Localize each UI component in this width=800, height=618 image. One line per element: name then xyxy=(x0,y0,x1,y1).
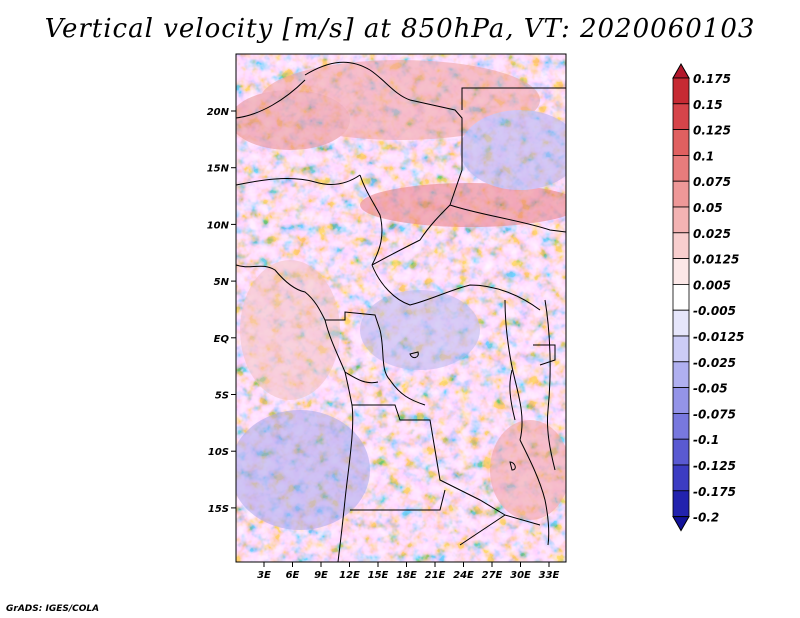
colorbar-swatch xyxy=(672,232,690,260)
colorbar-swatch xyxy=(672,129,690,156)
map-frame xyxy=(235,53,567,563)
lon-label: 33E xyxy=(539,570,560,581)
lon-label: 24E xyxy=(453,570,474,581)
colorbar-label: 0.005 xyxy=(693,278,731,292)
colorbar-swatch xyxy=(672,206,690,234)
colorbar-swatch xyxy=(672,464,690,492)
colorbar-label: -0.1 xyxy=(693,433,719,447)
lon-label: 21E xyxy=(425,570,446,581)
colorbar-label: 0.125 xyxy=(693,124,731,138)
colorbar-label: -0.005 xyxy=(693,304,736,318)
colorbar-swatch xyxy=(672,180,690,208)
colorbar-label: 0.025 xyxy=(693,227,731,241)
plot-title: Vertical velocity [m/s] at 850hPa, VT: 2… xyxy=(44,14,756,44)
lat-label: EQ xyxy=(214,334,230,345)
lon-label: 18E xyxy=(396,570,417,581)
colorbar-label: -0.125 xyxy=(693,459,736,473)
lon-label: 9E xyxy=(314,570,328,581)
lat-label: 20N xyxy=(207,107,230,118)
colorbar-label: 0.1 xyxy=(693,149,714,163)
colorbar-swatch xyxy=(672,154,690,182)
colorbar-swatch xyxy=(672,335,690,363)
colorbar-swatch xyxy=(672,258,690,285)
colorbar-top-arrow xyxy=(672,62,690,79)
lat-label: 10S xyxy=(208,447,229,458)
colorbar-label: -0.0125 xyxy=(693,330,744,344)
grads-credit: GrADS: IGES/COLA xyxy=(6,604,100,614)
colorbar-label: 0.15 xyxy=(693,98,723,112)
lat-label: 5N xyxy=(214,277,230,288)
lon-label: 27E xyxy=(482,570,503,581)
colorbar-swatch xyxy=(672,283,690,311)
longitude-axis: 3E 6E 9E 12E 15E 18E 21E 24E 27E 30E 33E xyxy=(257,562,560,581)
colorbar-swatch xyxy=(672,77,690,105)
colorbar-label: -0.025 xyxy=(693,356,736,370)
lat-label: 15S xyxy=(208,504,229,515)
colorbar-label: -0.075 xyxy=(693,407,736,421)
lat-label: 15N xyxy=(207,164,230,175)
lon-label: 12E xyxy=(339,570,360,581)
colorbar-swatch xyxy=(672,490,690,517)
colorbar-swatch xyxy=(672,309,690,337)
colorbar-label: 0.05 xyxy=(693,201,723,215)
colorbar: 0.175 0.15 0.125 0.1 0.075 0.05 0.025 0.0125 0.0… xyxy=(672,62,744,532)
colorbar-label: -0.05 xyxy=(693,382,728,396)
latitude-axis: 20N 15N 10N 5N EQ 5S 10S 15S xyxy=(207,107,236,515)
colorbar-label: 0.175 xyxy=(693,72,731,86)
lon-label: 3E xyxy=(257,570,271,581)
colorbar-swatch xyxy=(672,103,690,131)
colorbar-swatch xyxy=(672,387,690,414)
country-borders xyxy=(236,61,566,562)
lon-label: 6E xyxy=(286,570,300,581)
lon-label: 15E xyxy=(368,570,389,581)
colorbar-swatch xyxy=(672,412,690,440)
velocity-field xyxy=(236,54,566,562)
lat-label: 5S xyxy=(215,391,229,402)
colorbar-swatch xyxy=(672,361,690,388)
lat-label: 10N xyxy=(207,220,230,231)
colorbar-swatch xyxy=(672,438,690,466)
colorbar-label: 0.075 xyxy=(693,175,731,189)
colorbar-bottom-arrow xyxy=(672,516,690,532)
colorbar-label: 0.0125 xyxy=(693,253,739,267)
lon-label: 30E xyxy=(510,570,531,581)
colorbar-label: -0.2 xyxy=(693,511,719,525)
colorbar-label: -0.175 xyxy=(693,485,736,499)
